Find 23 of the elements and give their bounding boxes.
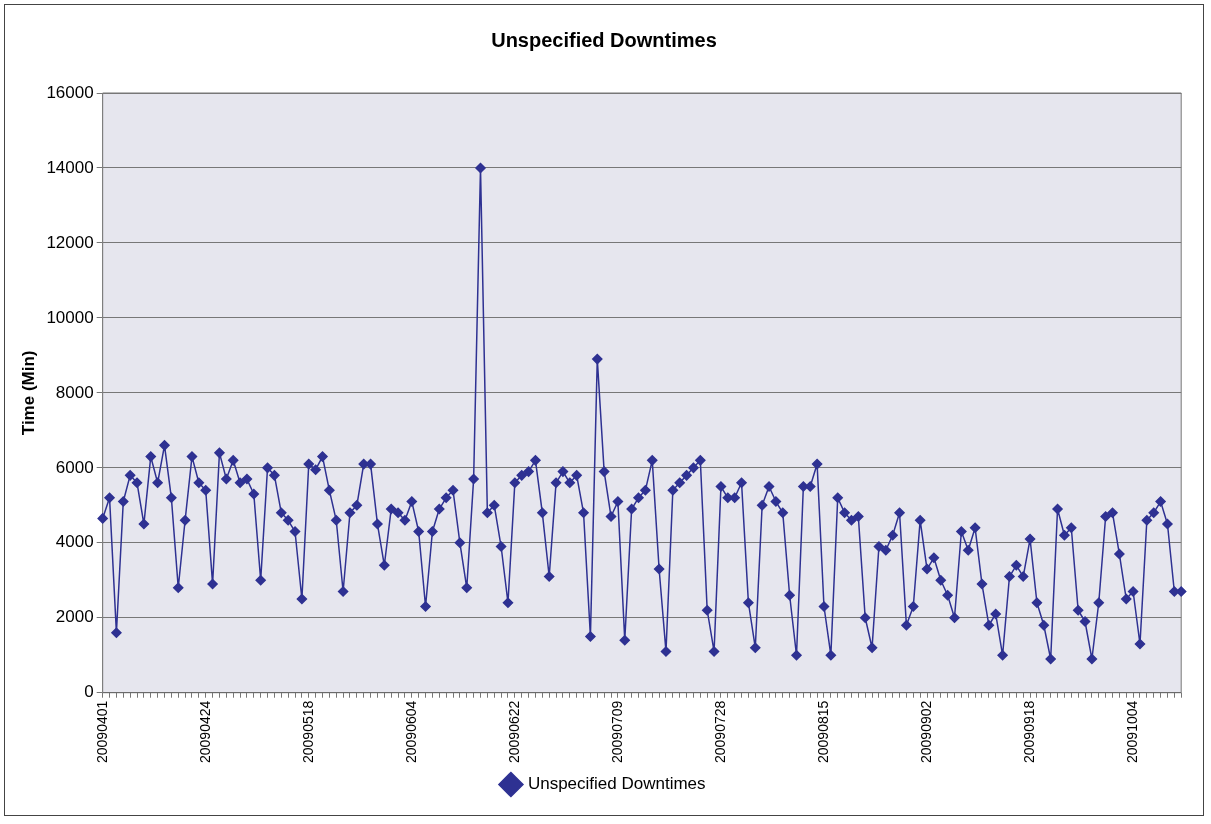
y-tick-label: 16000 <box>46 82 94 102</box>
y-tick-label: 14000 <box>46 157 94 177</box>
y-tick-label: 4000 <box>55 532 94 552</box>
y-tick-label: 12000 <box>46 232 94 252</box>
x-tick-label: 20090401 <box>93 700 110 764</box>
y-axis-title: Time (Min) <box>18 350 38 436</box>
x-tick-label: 20090918 <box>1020 700 1037 764</box>
x-tick-label: 20090518 <box>299 700 316 764</box>
y-tick-label: 2000 <box>55 607 94 627</box>
x-tick-label: 20090622 <box>505 700 522 764</box>
x-tick-label: 20090728 <box>711 700 728 764</box>
x-tick-label: 20090604 <box>402 700 419 764</box>
legend-label: Unspecified Downtimes <box>527 774 706 794</box>
y-tick-label: 10000 <box>46 307 94 327</box>
y-tick-label: 6000 <box>55 457 94 477</box>
x-tick-label: 20090424 <box>196 700 213 764</box>
x-tick-label: 20090902 <box>917 700 934 764</box>
x-tick-label: 20090709 <box>608 700 625 764</box>
x-tick-label: 20091004 <box>1123 700 1140 764</box>
x-tick-label: 20090815 <box>814 700 831 764</box>
y-tick-label: 0 <box>84 682 94 702</box>
chart-title: Unspecified Downtimes <box>491 28 717 51</box>
y-tick-label: 8000 <box>55 382 94 402</box>
